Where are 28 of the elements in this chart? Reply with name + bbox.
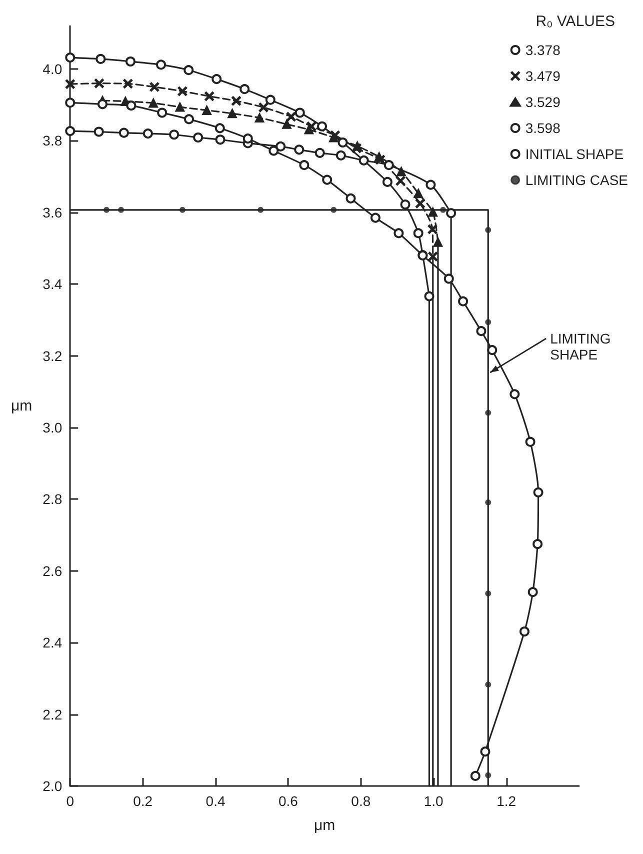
text: LIMITING SHAPE [550,330,615,362]
legend-label: 3.598 [525,120,561,136]
y-tick-label: 2.4 [42,634,62,651]
x-axis-title: μm [314,817,336,834]
x-tick-label: 0 [66,793,74,809]
y-tick-label: 2.8 [42,491,62,508]
x-tick-label: 0.8 [351,793,371,809]
x-tick-label: 1.0 [424,793,444,809]
legend-label: 3.479 [525,68,561,84]
legend-label: LIMITING CASE [525,172,628,188]
y-tick-label: 3.0 [42,420,62,436]
y-tick-label: 4.0 [42,61,62,78]
y-tick-label: 3.6 [42,204,62,220]
y-tick-label: 2.6 [42,562,62,579]
y-tick-label: 2.0 [42,778,62,794]
y-tick-label: 3.4 [42,276,62,292]
x-tick-label: 0.6 [278,793,298,809]
legend-label: INITIAL SHAPE [525,146,624,162]
x-tick-label: 0.4 [206,793,226,809]
legend-label: 3.529 [525,94,561,110]
y-tick-label: 2.2 [42,706,62,722]
legend-label: 3.378 [525,42,561,58]
y-tick-label: 3.2 [42,348,62,364]
legend-title: R₀ VALUES [536,13,616,30]
x-tick-label: 0.2 [133,793,153,809]
y-tick-label: 3.8 [42,132,62,149]
y-axis-title: μm [10,398,32,414]
x-tick-label: 1.2 [496,793,516,809]
